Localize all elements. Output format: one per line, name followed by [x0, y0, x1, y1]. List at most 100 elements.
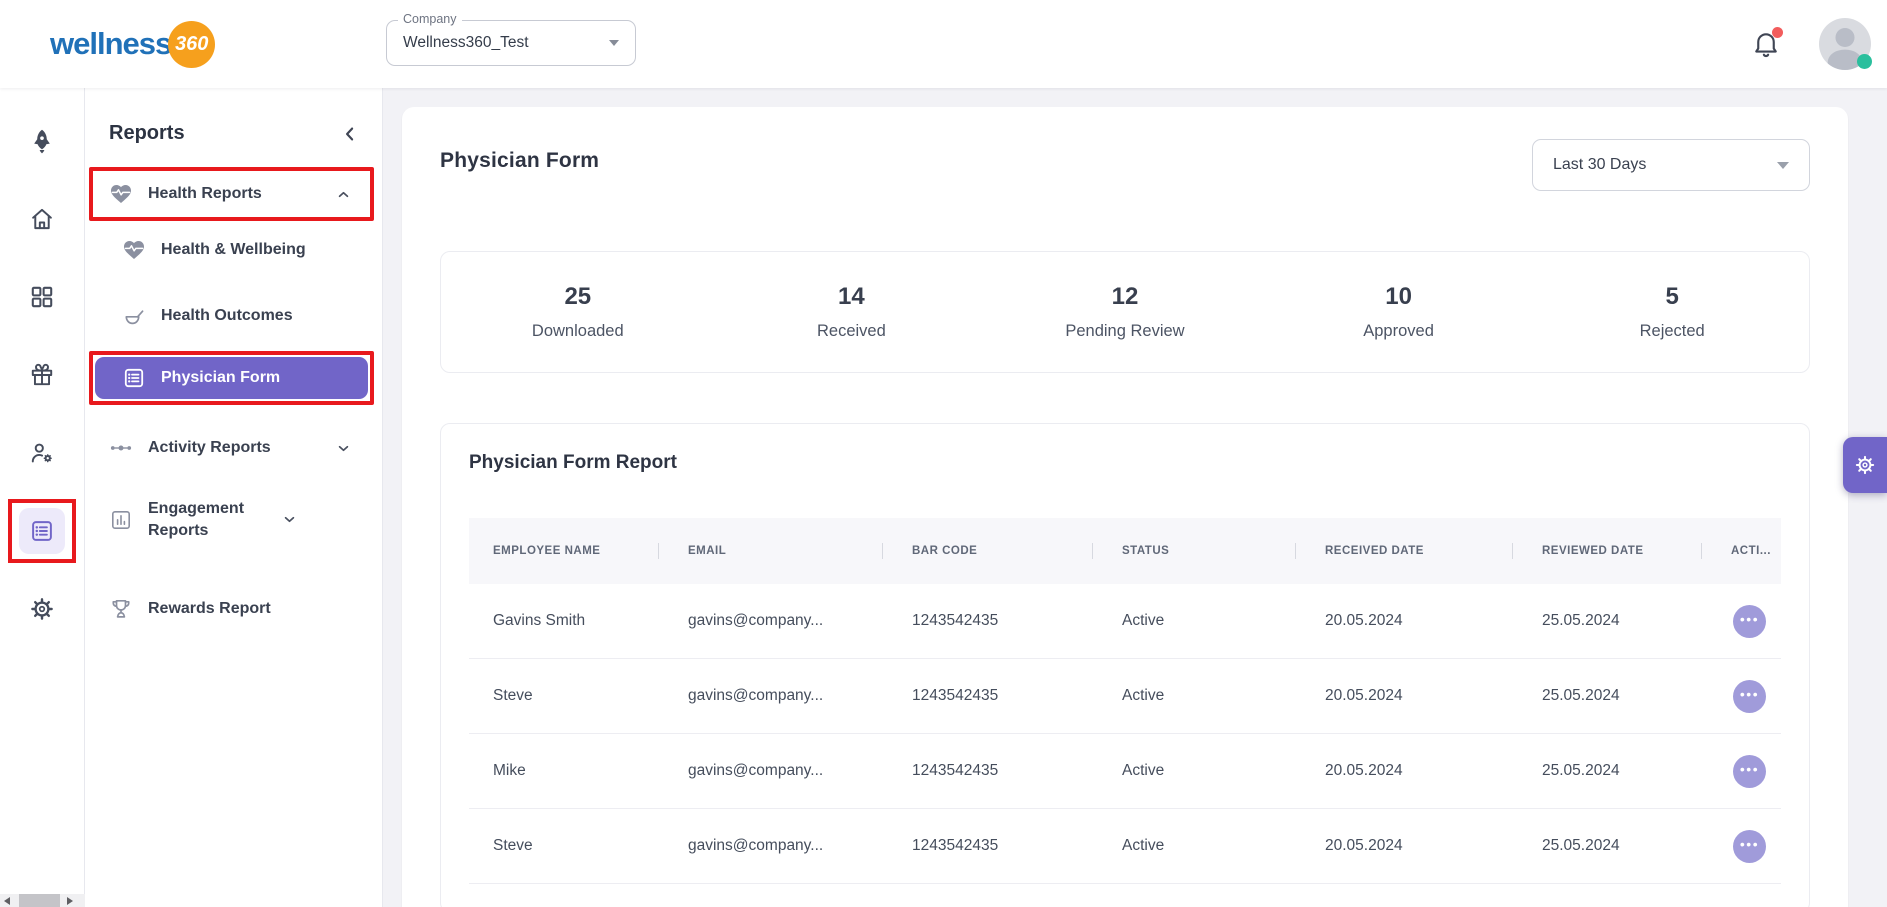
- sidebar-collapse-button[interactable]: [340, 124, 360, 144]
- company-select[interactable]: Company Wellness360_Test: [386, 12, 636, 66]
- stat-value: 5: [1665, 283, 1679, 310]
- table-row: Mike gavins@company... 1243542435 Active 20.…: [469, 734, 1781, 809]
- rail-item-reports[interactable]: [8, 499, 76, 563]
- scroll-right-arrow-icon[interactable]: [67, 896, 73, 905]
- column-header-reviewed-date: REVIEWED DATE: [1512, 545, 1701, 557]
- row-actions-button[interactable]: •••: [1733, 754, 1766, 788]
- stat-value: 10: [1385, 283, 1412, 310]
- bowl-icon: [122, 304, 146, 328]
- icon-rail: [0, 88, 85, 907]
- user-avatar[interactable]: [1819, 18, 1872, 70]
- page-header: Physician Form Last 30 Days: [440, 139, 1810, 191]
- cell-reviewed-date: 25.05.2024: [1542, 612, 1620, 629]
- column-header-acti: ACTI...: [1701, 545, 1781, 557]
- horizontal-scrollbar[interactable]: [0, 894, 85, 907]
- table-row: Steve gavins@company... 1243542435 Active 20…: [469, 659, 1781, 734]
- gear-icon: [29, 596, 55, 622]
- stat-label: Downloaded: [531, 322, 624, 340]
- chevron-down-icon: [609, 40, 619, 46]
- stat-value: 25: [564, 283, 592, 310]
- cell-email: gavins@company...: [688, 762, 824, 779]
- notifications-button[interactable]: [1751, 27, 1783, 60]
- cell-status: Active: [1122, 687, 1165, 704]
- app-body: Reports Health Reports Health & Wellbeing…: [0, 88, 1887, 907]
- rail-item-launch[interactable]: [19, 118, 65, 164]
- rail-item-rewards[interactable]: [19, 352, 65, 398]
- sidebar-item-label: Health Reports: [148, 185, 262, 203]
- heart-pulse-icon: [122, 238, 146, 262]
- cell-status: Active: [1122, 612, 1165, 629]
- report-card: Physician Form Report EMPLOYEE NAME EMAIL…: [440, 423, 1810, 907]
- cell-received-date: 20.05.2024: [1325, 687, 1403, 704]
- trophy-icon: [109, 597, 133, 621]
- sidebar-item-engagement-reports[interactable]: Engagement Reports: [95, 489, 368, 550]
- table-header-row: EMPLOYEE NAME EMAIL BAR CODE STATUS RECEIVED…: [469, 518, 1781, 584]
- cell-reviewed-date: 25.05.2024: [1542, 687, 1620, 704]
- beads-icon: [109, 436, 133, 460]
- cell-email: gavins@company...: [688, 687, 824, 704]
- date-range-value: Last 30 Days: [1553, 156, 1647, 173]
- table-row: Gavins Smith gavins@company... 1243542435 A…: [469, 584, 1781, 659]
- cell-email: gavins@company...: [688, 837, 824, 854]
- column-header-bar-code: BAR CODE: [882, 545, 1092, 557]
- bar-chart-icon: [109, 508, 133, 532]
- stat-label: Approved: [1363, 322, 1434, 340]
- sidebar-item-physician-form[interactable]: Physician Form: [89, 351, 374, 405]
- company-select-value: Wellness360_Test: [403, 34, 529, 51]
- cell-email: gavins@company...: [688, 612, 824, 629]
- notification-dot: [1772, 27, 1783, 38]
- ellipsis-icon: •••: [1739, 686, 1760, 702]
- logo-wellness-text: wellness: [50, 26, 172, 61]
- report-title: Physician Form Report: [469, 452, 677, 473]
- gift-icon: [29, 362, 55, 388]
- cell-employee-name: Mike: [493, 762, 526, 779]
- stat-downloaded: 25 Downloaded: [441, 283, 715, 341]
- form-list-icon: [122, 366, 146, 390]
- row-actions-button[interactable]: •••: [1733, 829, 1766, 863]
- scrollbar-thumb[interactable]: [19, 894, 60, 907]
- rail-item-home[interactable]: [19, 196, 65, 242]
- logo-360-badge: 360: [168, 20, 216, 68]
- scroll-left-arrow-icon[interactable]: [4, 896, 10, 905]
- cell-received-date: 20.05.2024: [1325, 837, 1403, 854]
- chevron-down-icon: [335, 440, 352, 457]
- brand-logo[interactable]: wellness 360: [50, 20, 258, 68]
- stats-summary-card: 25 Downloaded 14 Received 12 Pending Review 10…: [440, 251, 1810, 373]
- ellipsis-icon: •••: [1739, 611, 1760, 627]
- sidebar-item-health-outcomes[interactable]: Health Outcomes: [108, 295, 368, 337]
- cell-actions: •••: [1701, 754, 1781, 788]
- stat-received: 14 Received: [715, 283, 989, 341]
- sidebar-item-health-reports[interactable]: Health Reports: [89, 167, 374, 221]
- cell-employee-name: Steve: [493, 687, 533, 704]
- bell-icon: [1751, 28, 1781, 60]
- ellipsis-icon: •••: [1739, 836, 1760, 852]
- cell-actions: •••: [1701, 679, 1781, 713]
- floating-settings-button[interactable]: [1843, 437, 1887, 493]
- cell-status: Active: [1122, 762, 1165, 779]
- rail-item-settings[interactable]: [19, 586, 65, 632]
- page-title: Physician Form: [440, 149, 600, 172]
- cell-reviewed-date: 25.05.2024: [1542, 837, 1620, 854]
- date-range-select[interactable]: Last 30 Days: [1532, 139, 1810, 191]
- sidebar-item-label: Rewards Report: [148, 600, 271, 618]
- table-row: Steve gavins@company... 1243542435 Active 20…: [469, 809, 1781, 884]
- sidebar-item-health-wellbeing[interactable]: Health & Wellbeing: [108, 229, 368, 271]
- cell-received-date: 20.05.2024: [1325, 762, 1403, 779]
- stat-label: Rejected: [1639, 322, 1705, 340]
- cell-reviewed-date: 25.05.2024: [1542, 762, 1620, 779]
- rail-item-user-management[interactable]: [19, 430, 65, 476]
- column-header-email: EMAIL: [658, 545, 882, 557]
- sidebar-item-activity-reports[interactable]: Activity Reports: [95, 427, 368, 469]
- stat-value: 14: [838, 283, 865, 310]
- cell-actions: •••: [1701, 604, 1781, 638]
- row-actions-button[interactable]: •••: [1733, 604, 1766, 638]
- ellipsis-icon: •••: [1739, 761, 1760, 777]
- rail-item-apps[interactable]: [19, 274, 65, 320]
- sidebar-item-list: Health Reports Health & Wellbeing Health O…: [89, 167, 374, 630]
- sidebar-item-label: Health & Wellbeing: [161, 241, 306, 259]
- sidebar-item-rewards-report[interactable]: Rewards Report: [95, 588, 368, 630]
- avatar-icon: [1819, 18, 1871, 70]
- row-actions-button[interactable]: •••: [1733, 679, 1766, 713]
- cell-bar-code: 1243542435: [912, 687, 999, 704]
- cell-employee-name: Gavins Smith: [493, 612, 586, 629]
